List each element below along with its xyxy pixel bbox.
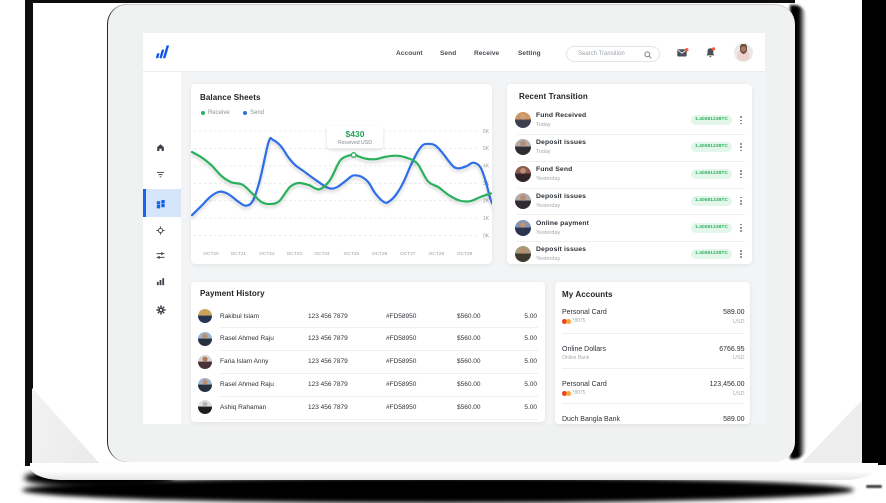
- svg-text:OCT21: OCT21: [231, 251, 247, 257]
- svg-text:OCT25: OCT25: [344, 251, 360, 257]
- svg-text:6K: 6K: [483, 129, 490, 135]
- svg-text:2K: 2K: [483, 199, 490, 205]
- svg-text:1K: 1K: [483, 216, 490, 222]
- svg-text:OCT24: OCT24: [314, 251, 330, 257]
- svg-text:OCT29: OCT29: [457, 251, 473, 257]
- svg-text:OCT23: OCT23: [287, 251, 303, 257]
- svg-text:$430: $430: [346, 129, 365, 139]
- svg-text:OCT28: OCT28: [429, 251, 445, 257]
- svg-text:5K: 5K: [483, 146, 490, 152]
- svg-text:OCT22: OCT22: [259, 251, 275, 257]
- svg-text:OCT20: OCT20: [203, 251, 219, 257]
- svg-text:OCT27: OCT27: [400, 251, 416, 257]
- svg-text:4K: 4K: [483, 164, 490, 170]
- svg-text:Received USD: Received USD: [338, 140, 372, 146]
- svg-text:0K: 0K: [483, 233, 490, 239]
- svg-text:OCT26: OCT26: [372, 251, 388, 257]
